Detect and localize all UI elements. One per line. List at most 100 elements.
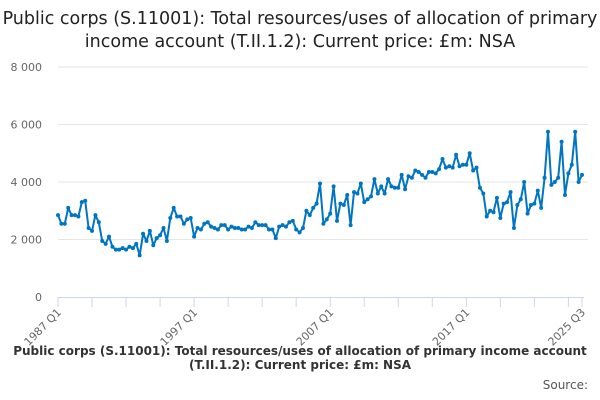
data-point [556,175,561,180]
data-point [243,227,248,232]
data-point [263,223,268,228]
data-point [457,164,462,169]
data-point [545,129,550,134]
data-point [130,246,135,251]
data-point [518,197,523,202]
data-point [474,165,479,170]
data-point [164,238,169,243]
data-point [331,184,336,189]
data-point [209,224,214,229]
chart-title: Public corps (S.11001): Total resources/… [2,9,598,52]
data-point [287,220,292,225]
data-point [195,226,200,230]
data-point [494,195,499,200]
data-point [338,201,343,206]
data-point [392,185,397,190]
data-point [96,220,101,225]
data-point [471,168,476,173]
data-point [83,198,88,203]
data-point [484,214,489,219]
data-point [467,151,472,156]
data-point [222,223,227,228]
data-point [175,214,180,219]
data-point [253,220,258,225]
data-point [69,213,74,218]
data-point [335,218,340,223]
data-point [158,233,163,238]
data-point [205,220,210,225]
data-point [90,228,95,233]
data-point [321,221,326,226]
data-point [569,162,574,167]
data-point [328,211,333,216]
data-point [178,214,183,219]
data-point [416,169,421,174]
data-point [311,205,316,210]
data-point [430,169,435,174]
data-point [549,182,554,187]
data-point [229,224,234,229]
data-point [369,194,374,199]
data-point [185,217,190,222]
data-point [348,223,353,228]
data-point [219,223,224,228]
data-point [365,197,370,202]
data-point [212,226,217,230]
data-point [386,177,391,182]
data-point [324,217,329,222]
data-point [420,172,425,177]
data-point [491,210,496,215]
y-tick-label: 6 000 [11,119,43,132]
data-point [161,226,166,230]
data-point [488,208,493,213]
data-point [409,175,414,180]
data-point [399,172,404,177]
data-point [559,139,564,144]
data-point [433,171,438,176]
data-point [273,236,278,241]
data-point [198,227,203,232]
data-point [124,247,129,252]
data-point [107,234,112,239]
data-point [100,238,105,243]
data-point [450,165,455,170]
legend-label: Public corps (S.11001): Total resources/… [13,344,587,372]
data-point [389,184,394,189]
data-point [93,213,98,218]
data-point [280,223,285,228]
data-point [358,181,363,186]
data-point [396,185,401,190]
data-point [437,167,442,172]
x-tick-label: 2025 Q3 [546,306,589,349]
data-point [345,192,350,197]
data-point [86,226,91,230]
data-point [168,215,173,220]
data-point [580,172,584,177]
data-point [249,226,254,230]
data-point [246,224,251,229]
x-tick-label: 2007 Q1 [294,306,337,349]
data-point [113,247,118,252]
data-point [154,236,159,241]
data-point [188,215,193,220]
data-point [137,253,142,258]
y-tick-label: 2 000 [11,234,43,247]
source-label: Source: [542,378,588,392]
data-point [403,187,408,192]
data-point [552,180,557,184]
data-point [283,224,288,229]
data-point [562,192,567,197]
data-point [110,244,115,249]
data-point [127,244,132,249]
data-point [576,180,581,184]
data-point [355,191,360,196]
data-point [406,174,411,179]
data-point [447,164,452,169]
data-point [314,201,319,206]
data-point [382,191,387,196]
data-point [352,190,357,195]
data-point [505,200,510,205]
data-point [277,224,282,229]
data-point [464,162,469,167]
data-point [239,227,244,232]
